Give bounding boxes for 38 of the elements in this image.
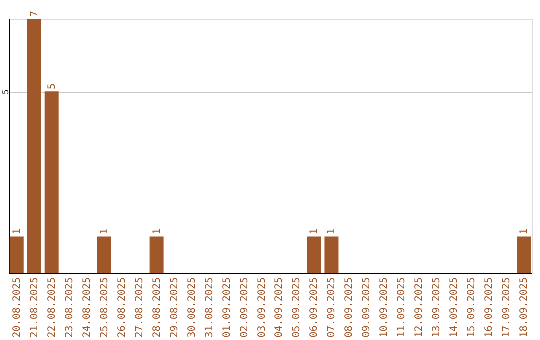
data-label: 1 — [309, 228, 320, 235]
x-tick-label: 16.09.2025 — [484, 278, 496, 338]
x-tick-label: 11.09.2025 — [396, 278, 408, 338]
x-tick-label: 17.09.2025 — [502, 278, 513, 338]
x-tick-label: 18.09.2025 — [519, 278, 530, 338]
x-tick-label: 30.08.2025 — [186, 278, 198, 338]
data-label: 5 — [46, 84, 58, 90]
x-tick-label: 28.08.2025 — [152, 278, 163, 338]
x-tick-label: 15.09.2025 — [466, 278, 478, 338]
x-tick-label: 10.09.2025 — [379, 278, 390, 338]
x-tick-label: 04.09.2025 — [274, 278, 286, 338]
x-tick-label: 22.08.2025 — [46, 278, 58, 338]
x-tick-label: 12.09.2025 — [414, 278, 426, 338]
x-tick-label: 06.09.2025 — [309, 278, 320, 338]
x-tick-label: 02.09.2025 — [239, 278, 250, 338]
x-tick-label: 03.09.2025 — [256, 278, 268, 338]
x-tick-label: 23.08.2025 — [64, 278, 76, 338]
data-label: 1 — [12, 228, 23, 235]
data-label: 1 — [326, 228, 338, 235]
data-label: 1 — [519, 228, 530, 235]
x-tick-label: 13.09.2025 — [432, 278, 443, 338]
data-label: 1 — [152, 228, 163, 235]
x-tick-label: 29.08.2025 — [169, 278, 180, 338]
x-tick-label: 31.08.2025 — [204, 278, 216, 338]
x-tick-label: 21.08.2025 — [29, 278, 40, 338]
x-tick-label: 14.09.2025 — [449, 278, 460, 338]
data-label: 7 — [29, 10, 40, 17]
x-tick-label: 27.08.2025 — [134, 278, 146, 338]
data-label: 1 — [99, 228, 110, 235]
x-tick-label: 09.09.2025 — [362, 278, 373, 338]
x-tick-label: 01.09.2025 — [222, 278, 233, 338]
x-tick-label: 20.08.2025 — [12, 278, 23, 338]
x-tick-label: 26.08.2025 — [116, 278, 128, 338]
x-tick-label: 24.08.2025 — [82, 278, 93, 338]
x-tick-label: 07.09.2025 — [326, 278, 338, 338]
x-tick-label: 05.09.2025 — [292, 278, 303, 338]
x-tick-label: 25.08.2025 — [99, 278, 110, 338]
x-tick-label: 08.09.2025 — [344, 278, 356, 338]
